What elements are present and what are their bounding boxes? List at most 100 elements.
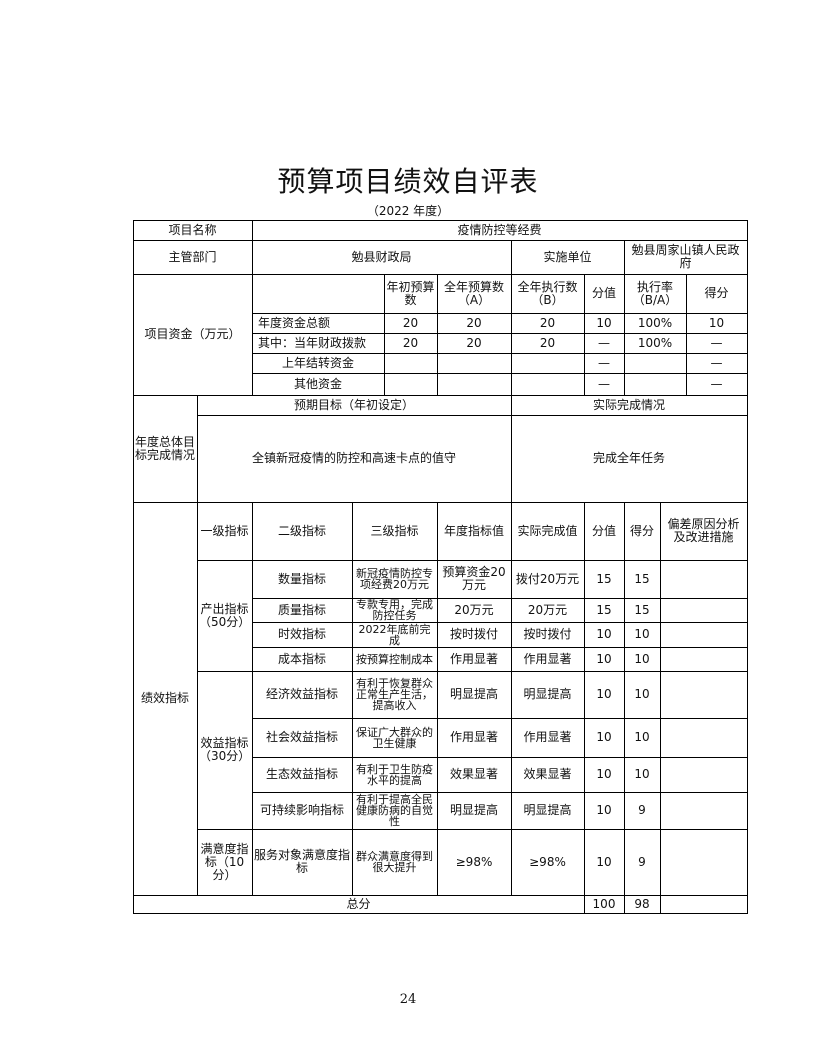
page-title: 预算项目绩效自评表 — [277, 165, 539, 198]
perf-header: 一级指标 — [197, 502, 253, 561]
perf-cell: 新冠疫情防控专项经费20万元 — [352, 560, 438, 599]
perf-cell: 作用显著 — [511, 718, 585, 758]
funds-cell: — — [686, 373, 748, 396]
funds-cell: 20 — [437, 333, 512, 354]
perf-cell: 有利于提高全民健康防病的自觉性 — [352, 792, 438, 830]
perf-cell: 效果显著 — [511, 757, 585, 793]
perf-cell: 10 — [584, 622, 625, 648]
perf-cell: 15 — [624, 560, 661, 599]
perf-cell: 有利于卫生防疫水平的提高 — [352, 757, 438, 793]
funds-cell: 100% — [624, 333, 687, 354]
perf-cell: 10 — [624, 671, 661, 719]
funds-cell — [624, 353, 687, 374]
project-name-label: 项目名称 — [133, 220, 253, 241]
funds-header: 得分 — [686, 274, 748, 314]
perf-cell: 10 — [584, 671, 625, 719]
perf-cell: 明显提高 — [511, 792, 585, 830]
perf-cell: 15 — [584, 560, 625, 599]
perf-cell: 群众满意度得到很大提升 — [352, 829, 438, 896]
impl-value: 勉县周家山镇人民政府 — [624, 240, 748, 275]
project-name-value: 疫情防控等经费 — [252, 220, 748, 241]
funds-cell: — — [584, 333, 625, 354]
perf-cell: 拨付20万元 — [511, 560, 585, 599]
perf-cell: 按预算控制成本 — [352, 647, 438, 672]
funds-cell — [437, 353, 512, 374]
perf-cell: 10 — [624, 757, 661, 793]
perf-cell: 2022年底前完成 — [352, 622, 438, 648]
funds-cell: — — [584, 373, 625, 396]
perf-cell — [660, 560, 748, 599]
funds-row-name: 其中：当年财政拨款 — [252, 333, 385, 354]
funds-header: 全年预算数（A） — [437, 274, 512, 314]
perf-cell: 9 — [624, 829, 661, 896]
goal-actual: 完成全年任务 — [511, 415, 748, 503]
perf-cell: 10 — [624, 622, 661, 648]
funds-header-blank — [252, 274, 385, 314]
perf-cell: 质量指标 — [252, 598, 353, 623]
perf-cell: 时效指标 — [252, 622, 353, 648]
funds-cell — [624, 373, 687, 396]
perf-cell — [660, 718, 748, 758]
perf-cell: 有利于恢复群众正常生产生活，提高收入 — [352, 671, 438, 719]
perf-cell: 20万元 — [437, 598, 512, 623]
evaluation-table: 项目名称 疫情防控等经费 主管部门 勉县财政局 实施单位 勉县周家山镇人民政府 项目资金（万… — [133, 220, 748, 914]
perf-cell: 20万元 — [511, 598, 585, 623]
funds-cell: 20 — [511, 333, 585, 354]
perf-cell: 按时拨付 — [437, 622, 512, 648]
perf-cell: 10 — [624, 647, 661, 672]
perf-cell: 10 — [584, 829, 625, 896]
perf-cell: 按时拨付 — [511, 622, 585, 648]
perf-cell: 10 — [584, 792, 625, 830]
funds-cell: 20 — [437, 313, 512, 334]
perf-cell: 10 — [624, 718, 661, 758]
perf-cell: ≥98% — [511, 829, 585, 896]
funds-row-name: 上年结转资金 — [252, 353, 385, 374]
perf-header: 偏差原因分析及改进措施 — [660, 502, 748, 561]
perf-group: 效益指标（30分） — [197, 671, 253, 830]
goal-expected-header: 预期目标（年初设定） — [197, 395, 512, 416]
perf-cell: 保证广大群众的卫生健康 — [352, 718, 438, 758]
perf-cell: 10 — [584, 647, 625, 672]
perf-cell — [660, 757, 748, 793]
perf-cell: 经济效益指标 — [252, 671, 353, 719]
funds-row-name: 其他资金 — [252, 373, 385, 396]
perf-cell: 可持续影响指标 — [252, 792, 353, 830]
perf-header: 实际完成值 — [511, 502, 585, 561]
funds-cell — [437, 373, 512, 396]
perf-cell: 10 — [584, 757, 625, 793]
perf-cell: 9 — [624, 792, 661, 830]
perf-cell: 预算资金20万元 — [437, 560, 512, 599]
dept-value: 勉县财政局 — [252, 240, 512, 275]
perf-cell — [660, 622, 748, 648]
goal-actual-header: 实际完成情况 — [511, 395, 748, 416]
perf-header: 分值 — [584, 502, 625, 561]
perf-header: 年度指标值 — [437, 502, 512, 561]
perf-cell: 专款专用，完成防控任务 — [352, 598, 438, 623]
perf-cell: 明显提高 — [437, 671, 512, 719]
perf-cell: 成本指标 — [252, 647, 353, 672]
goal-label: 年度总体目标完成情况 — [133, 395, 198, 503]
perf-header: 二级指标 — [252, 502, 353, 561]
total-label: 总分 — [133, 895, 585, 914]
perf-cell: 15 — [624, 598, 661, 623]
funds-cell: 20 — [511, 313, 585, 334]
perf-cell: 服务对象满意度指标 — [252, 829, 353, 896]
perf-cell — [660, 598, 748, 623]
perf-cell: 作用显著 — [437, 718, 512, 758]
perf-cell: 明显提高 — [511, 671, 585, 719]
funds-cell: — — [584, 353, 625, 374]
perf-cell: 生态效益指标 — [252, 757, 353, 793]
funds-header: 分值 — [584, 274, 625, 314]
funds-cell — [384, 373, 438, 396]
funds-cell: 10 — [584, 313, 625, 334]
funds-label: 项目资金（万元） — [133, 274, 253, 396]
total-value: 100 — [584, 895, 625, 914]
funds-header: 全年执行数（B） — [511, 274, 585, 314]
funds-row-name: 年度资金总额 — [252, 313, 385, 334]
perf-cell — [660, 829, 748, 896]
perf-cell: 10 — [584, 718, 625, 758]
perf-cell: 社会效益指标 — [252, 718, 353, 758]
impl-label: 实施单位 — [511, 240, 625, 275]
perf-header: 三级指标 — [352, 502, 438, 561]
